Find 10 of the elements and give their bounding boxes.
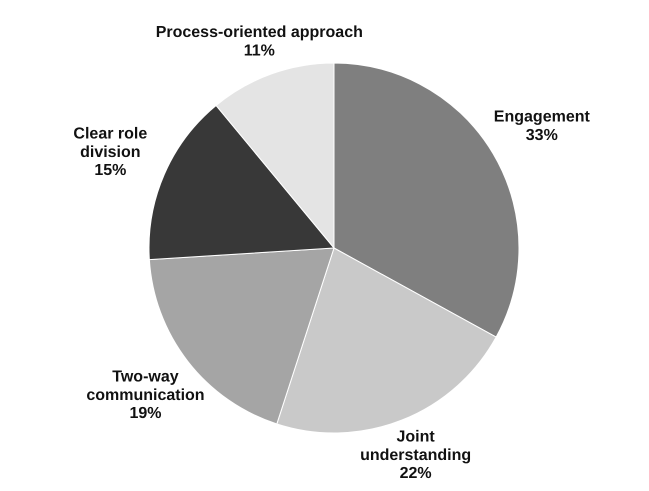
slice-label: Engagement xyxy=(494,108,590,126)
data-label: 22% xyxy=(400,465,432,482)
data-label: 19% xyxy=(129,405,162,422)
slice-label: Joint understanding xyxy=(360,428,472,464)
data-label: 15% xyxy=(94,162,126,180)
data-label: 11% xyxy=(244,42,275,60)
slice-label: Clear role division xyxy=(73,125,148,161)
data-label: 33% xyxy=(526,126,558,144)
slice-label: Two-way communication xyxy=(86,368,205,404)
slice-label: Process-oriented approach xyxy=(156,24,363,41)
